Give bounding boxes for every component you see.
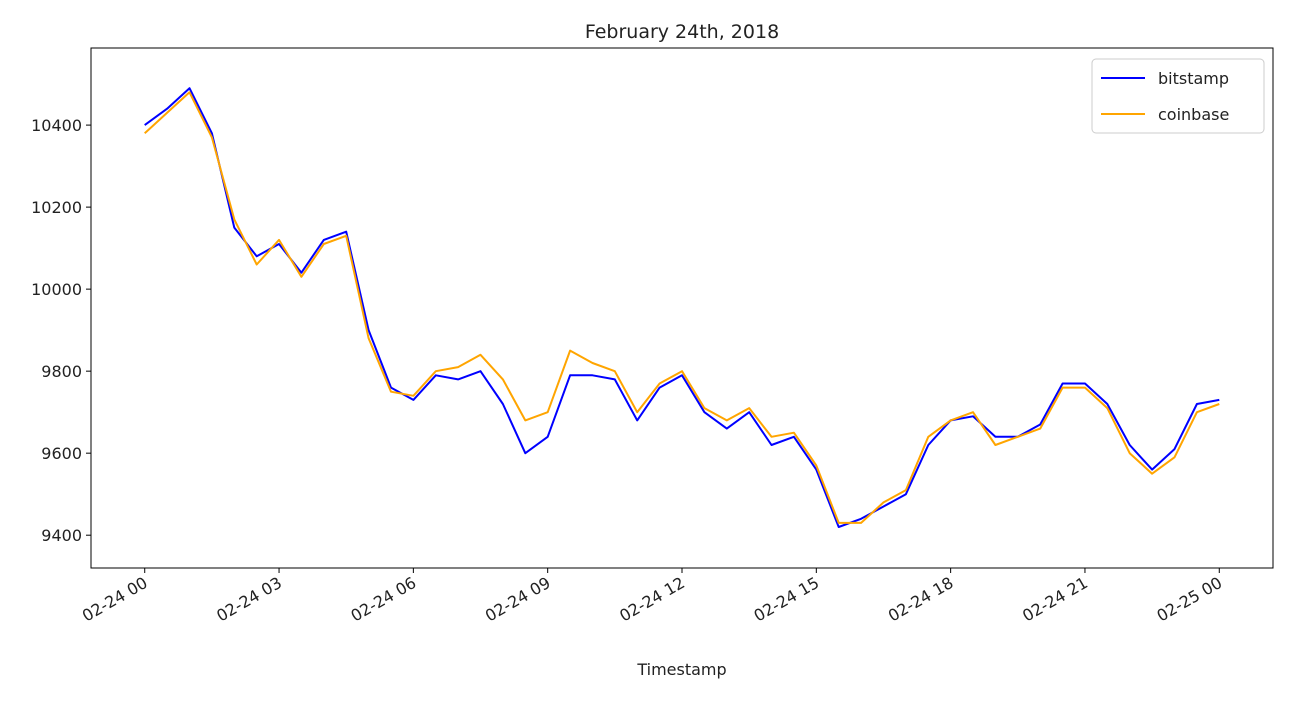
x-tick-label: 02-24 15 (751, 573, 823, 625)
x-tick-label: 02-24 21 (1019, 573, 1091, 625)
y-tick-label: 9800 (41, 362, 82, 381)
y-tick-label: 10000 (31, 280, 82, 299)
x-tick-label: 02-24 12 (616, 573, 688, 625)
x-tick-label: 02-24 09 (482, 573, 554, 625)
x-tick-label: 02-25 00 (1153, 573, 1225, 625)
y-tick-label: 9400 (41, 526, 82, 545)
line-series (144, 91, 1220, 524)
legend-label: coinbase (1158, 105, 1229, 124)
y-tick-label: 10200 (31, 198, 82, 217)
plot-frame (90, 47, 1274, 569)
legend: bitstamp coinbase (1091, 58, 1265, 134)
x-axis-label: Timestamp (636, 660, 726, 679)
legend-label: bitstamp (1158, 69, 1229, 88)
y-tick-label: 9600 (41, 444, 82, 463)
chart-title: February 24th, 2018 (585, 21, 779, 43)
y-tick-label: 10400 (31, 116, 82, 135)
line-series (144, 87, 1220, 528)
x-tick-label: 02-24 03 (213, 573, 285, 625)
x-tick-label: 02-24 00 (79, 573, 151, 625)
x-tick-label: 02-24 06 (348, 573, 420, 625)
x-tick-label: 02-24 18 (885, 573, 957, 625)
